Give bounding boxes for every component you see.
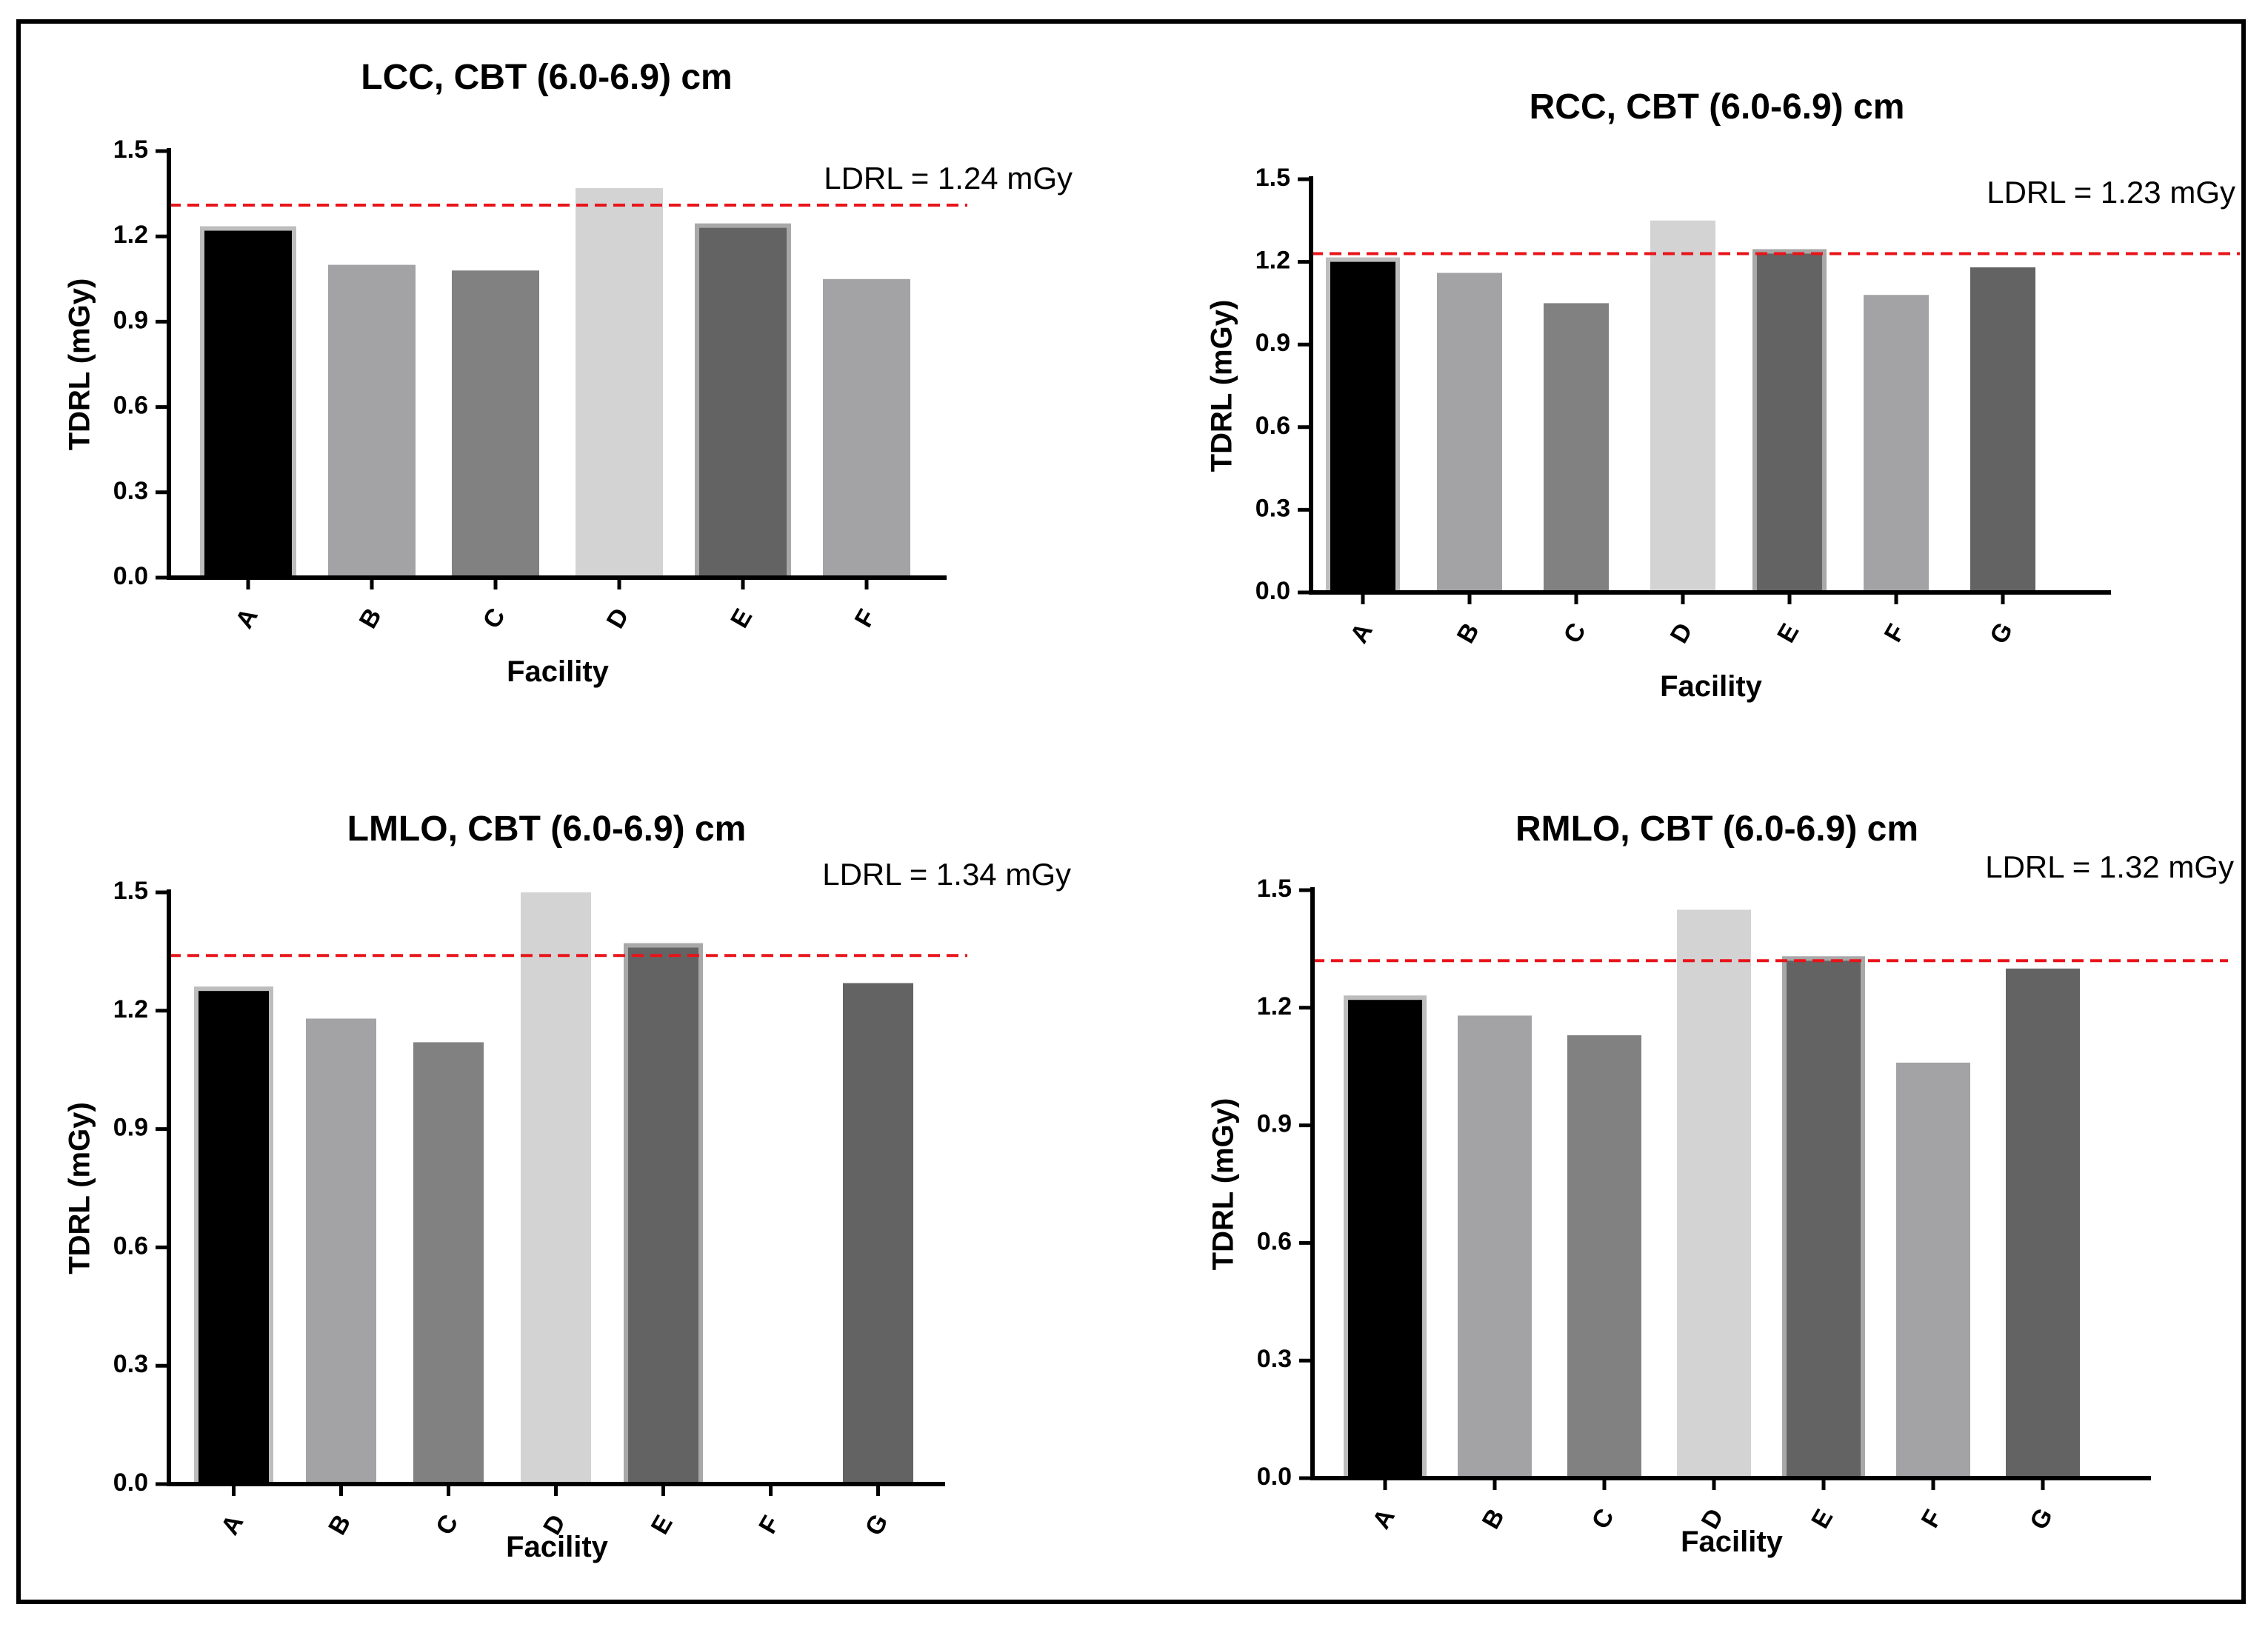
ldrl-label: LDRL = 1.32 mGy [1985,849,2234,884]
y-axis-label: TDRL (mGy) [64,278,96,451]
x-tick-label: E [646,1511,678,1540]
x-tick-label: B [323,1510,356,1540]
bar-e [1757,253,1822,592]
x-tick-label: G [860,1509,894,1540]
chart-title: RMLO, CBT (6.0-6.9) cm [1515,809,1918,849]
bar-e [699,227,787,578]
y-tick-label: 1.2 [113,995,148,1023]
y-tick-label: 0.9 [1257,1110,1292,1138]
bar-a [204,230,292,578]
y-tick-label: 0.6 [1255,412,1290,440]
x-tick-label: C [1558,618,1592,648]
bar-e [628,947,698,1484]
y-axis-label: TDRL (mGy) [64,1102,96,1274]
bar-a [1330,261,1395,592]
bar-c [452,270,539,578]
bar-g [843,983,913,1484]
x-tick-label: B [1477,1504,1510,1534]
bar-g [1970,267,2035,592]
bar-d [1677,909,1751,1478]
chart-panel-lcc: LCC, CBT (6.0-6.9) cm A B C D E F LDRL = 1.24 m… [64,58,1073,688]
y-tick-label: 0.0 [1255,577,1290,605]
x-axis-label: Facility [1660,670,1763,703]
x-tick-label: A [230,604,264,633]
x-tick-label: B [354,604,387,633]
bar-a [1348,1000,1422,1478]
ldrl-label: LDRL = 1.24 mGy [824,161,1073,196]
chart-title: LMLO, CBT (6.0-6.9) cm [347,809,747,849]
x-tick-label: G [1984,618,2018,649]
x-tick-label: A [1345,618,1378,648]
bar-b [1437,273,1502,592]
x-tick-label: G [2024,1503,2058,1534]
bar-a [199,991,269,1484]
x-tick-label: E [1772,619,1804,648]
chart-panel-rcc: RCC, CBT (6.0-6.9) cm A B C D E F G LDRL = 1.23 … [1206,87,2240,703]
y-tick-label: 0.0 [113,562,148,590]
x-tick-label: E [725,604,758,633]
x-tick-label: A [1367,1504,1401,1534]
y-tick-label: 0.9 [1255,329,1290,357]
y-tick-label: 0.0 [113,1469,148,1497]
ldrl-label: LDRL = 1.23 mGy [1987,175,2235,210]
bar-f [1896,1062,1970,1478]
y-tick-label: 0.3 [1255,494,1290,522]
figure-frame: LCC, CBT (6.0-6.9) cm A B C D E F LDRL = 1.24 m… [16,19,2246,1604]
y-tick-label: 0.9 [113,306,148,334]
y-tick-label: 0.6 [1257,1227,1292,1255]
y-tick-label: 0.3 [113,1350,148,1378]
chart-title: RCC, CBT (6.0-6.9) cm [1530,87,1905,127]
bar-c [1544,303,1609,592]
bar-f [823,278,910,578]
x-tick-label: C [430,1510,464,1540]
y-tick-label: 1.2 [1257,992,1292,1020]
bar-b [306,1018,376,1484]
bar-f [1864,295,1929,592]
bar-d [521,892,591,1484]
y-tick-label: 0.3 [1257,1345,1292,1373]
x-tick-label: F [850,604,881,632]
x-tick-label: F [753,1511,785,1538]
y-tick-label: 0.6 [113,1232,148,1260]
y-tick-label: 0.3 [113,477,148,505]
x-tick-label: D [1665,618,1698,648]
x-tick-label: E [1806,1505,1838,1534]
y-tick-label: 1.5 [113,136,148,164]
x-tick-label: D [601,604,635,633]
y-tick-label: 0.6 [113,392,148,420]
y-tick-label: 1.2 [1255,247,1290,275]
ldrl-label: LDRL = 1.34 mGy [822,857,1071,892]
bar-c [413,1042,484,1484]
bar-e [1787,961,1861,1478]
bar-b [328,264,416,578]
x-axis-label: Facility [1681,1526,1784,1558]
x-axis-label: Facility [506,1531,609,1563]
y-tick-label: 1.5 [1257,875,1292,903]
y-tick-label: 1.5 [113,877,148,905]
x-tick-label: C [1587,1504,1620,1534]
x-axis-label: Facility [507,655,610,688]
bar-d [1650,220,1715,592]
y-tick-label: 1.5 [1255,164,1290,192]
bar-b [1458,1015,1532,1478]
y-axis-label: TDRL (mGy) [1207,1098,1240,1271]
x-tick-label: F [1916,1505,1948,1532]
bar-g [2006,968,2080,1478]
y-tick-label: 1.2 [113,221,148,249]
y-axis-label: TDRL (mGy) [1206,300,1238,472]
chart-title: LCC, CBT (6.0-6.9) cm [361,58,732,97]
x-tick-label: A [216,1510,249,1540]
bar-c [1567,1035,1641,1478]
y-tick-label: 0.0 [1257,1463,1292,1491]
x-tick-label: C [478,604,511,633]
bar-d [576,187,663,578]
x-tick-label: B [1452,618,1485,648]
y-tick-label: 0.9 [113,1114,148,1142]
x-tick-label: F [1879,619,1911,647]
